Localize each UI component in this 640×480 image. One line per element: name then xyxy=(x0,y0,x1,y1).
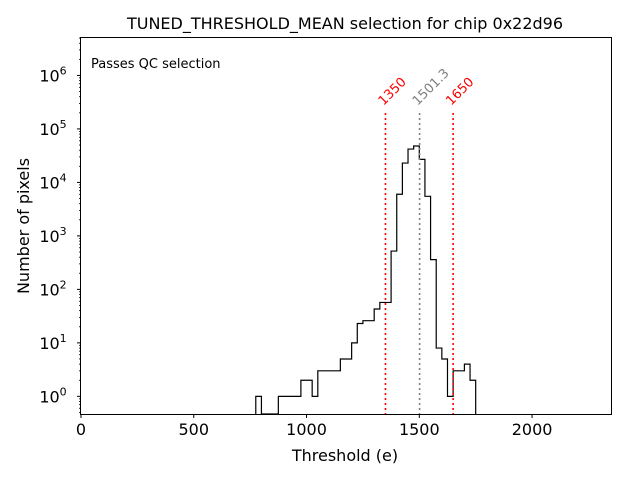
y-tick-label: 103 xyxy=(39,225,66,246)
x-tick-label: 500 xyxy=(178,420,209,439)
annotation-text: Passes QC selection xyxy=(91,57,221,72)
y-axis-label: Number of pixels xyxy=(14,158,33,294)
x-axis-ticks: 0 500 1000 1500 2000 xyxy=(76,414,553,439)
y-axis-ticks: 100 101 102 103 104 105 106 xyxy=(39,37,81,413)
y-tick-label: 101 xyxy=(39,332,66,353)
y-tick-label: 106 xyxy=(39,64,66,85)
y-tick-label: 102 xyxy=(39,278,66,299)
y-tick-label: 100 xyxy=(39,385,66,406)
x-axis-label: Threshold (e) xyxy=(291,446,398,465)
y-tick-label: 104 xyxy=(39,171,66,192)
x-tick-label: 1000 xyxy=(286,420,327,439)
x-tick-label: 2000 xyxy=(512,420,553,439)
plot-frame xyxy=(80,37,612,415)
plot-area xyxy=(255,145,477,415)
x-tick-label: 0 xyxy=(76,420,86,439)
y-tick-label: 105 xyxy=(39,118,66,139)
histogram-outline xyxy=(255,145,477,415)
chart-title: TUNED_THRESHOLD_MEAN selection for chip … xyxy=(126,14,563,34)
x-tick-label: 1500 xyxy=(399,420,440,439)
